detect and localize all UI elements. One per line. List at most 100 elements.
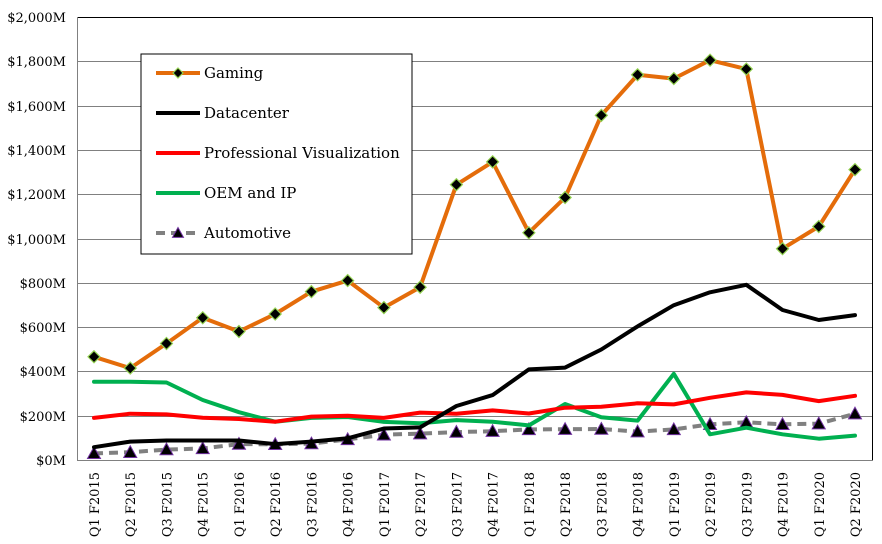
legend-label-professional-visualization: Professional Visualization [204,144,400,162]
legend-label-gaming: Gaming [204,64,264,82]
legend-item-oem-and-ip: OEM and IP [156,184,296,202]
x-tick-label: Q1 F2018 [523,472,538,537]
x-tick-label: Q4 F2019 [777,472,792,537]
x-tick-label: Q2 F2020 [849,472,864,537]
data-point-gaming [811,219,826,234]
series [86,53,863,460]
x-tick-label: Q2 F2015 [124,472,139,537]
x-tick-label: Q4 F2017 [487,472,502,537]
data-point-gaming [522,225,536,240]
x-tick-label: Q2 F2017 [414,472,429,537]
data-point-automotive [557,421,573,435]
y-tick-label: $400M [20,365,66,380]
x-tick-label: Q3 F2019 [740,472,755,537]
data-point-automotive [847,406,863,420]
data-point-automotive [195,440,211,455]
data-point-gaming [630,67,645,82]
data-point-gaming [304,284,319,299]
series-line-professional-visualization [92,390,857,424]
data-point-automotive [630,424,645,438]
series-datacenter [92,282,857,450]
x-tick-label: Q3 F2016 [305,472,320,537]
data-point-automotive [159,442,174,456]
series-professional-visualization [92,390,857,424]
data-point-automotive [376,427,392,441]
y-tick-label: $800M [20,277,66,292]
y-axis-ticks: $0M $200M $400M $600M $800M $1,000M $1,200M $1,… [7,11,66,469]
legend-label-automotive: Automotive [203,224,291,242]
series-automotive [86,406,863,460]
data-point-automotive [811,416,827,430]
x-tick-label: Q2 F2019 [704,472,719,537]
x-axis-ticks: Q1 F2015 Q2 F2015 Q3 F2015 Q4 F2015 Q1 F2016… [88,472,864,537]
data-point-automotive [666,421,682,436]
x-tick-label: Q1 F2016 [233,472,248,537]
data-point-gaming [485,155,500,169]
data-point-gaming [775,241,790,256]
y-tick-label: $1,600M [7,100,66,115]
data-point-gaming [268,307,283,321]
x-tick-label: Q3 F2017 [450,472,465,537]
legend-marker-gaming [172,67,184,79]
x-tick-label: Q1 F2017 [378,472,393,537]
x-tick-label: Q4 F2015 [197,472,212,537]
data-point-gaming [413,280,427,295]
x-tick-label: Q1 F2019 [668,472,683,537]
data-point-automotive [231,436,247,450]
y-tick-label: $1,800M [7,55,66,70]
legend-marker-automotive [171,226,185,238]
y-tick-label: $1,000M [7,233,66,248]
data-point-automotive [521,421,537,436]
data-point-gaming [558,190,572,205]
series-line-automotive [93,411,856,456]
y-tick-label: $600M [20,321,66,336]
data-point-gaming [195,310,210,325]
series-gaming [87,53,862,375]
legend-label-datacenter: Datacenter [204,104,290,122]
y-tick-label: $0M [36,454,66,469]
legend-item-gaming: Gaming [156,64,264,82]
data-point-gaming [87,349,101,364]
x-tick-label: Q2 F2018 [559,472,574,537]
x-tick-label: Q3 F2015 [160,472,175,537]
y-tick-label: $200M [20,410,66,425]
axes [77,17,873,461]
legend-item-professional-visualization: Professional Visualization [156,144,400,162]
data-point-automotive [86,445,102,460]
data-point-gaming [703,53,717,68]
data-point-automotive [485,423,500,437]
data-point-gaming [594,108,609,123]
data-point-gaming [666,71,681,86]
data-point-gaming [159,336,174,351]
data-point-gaming [739,62,754,76]
x-tick-label: Q2 F2016 [269,472,284,537]
series-line-oem-and-ip [92,371,857,441]
data-point-gaming [123,361,138,375]
data-point-automotive [412,426,428,440]
data-point-gaming [340,273,355,288]
data-point-gaming [232,324,246,339]
y-tick-label: $2,000M [7,11,66,26]
data-point-gaming [449,177,464,192]
series-line-gaming [92,58,857,371]
y-tick-label: $1,400M [7,144,66,159]
legend-label-oem-and-ip: OEM and IP [204,184,296,202]
series-line-datacenter [92,282,857,450]
x-tick-label: Q3 F2018 [595,472,610,537]
legend-item-datacenter: Datacenter [156,104,290,122]
data-point-automotive [122,444,138,458]
x-tick-label: Q4 F2016 [342,472,357,537]
data-point-automotive [593,421,609,435]
y-tick-label: $1,200M [7,188,66,203]
series-oem-and-ip [92,371,857,441]
x-tick-label: Q1 F2020 [813,472,828,537]
data-point-gaming [848,162,862,177]
data-point-automotive [449,424,464,438]
x-tick-label: Q1 F2015 [88,472,103,537]
x-tick-label: Q4 F2018 [632,472,647,537]
data-point-automotive [775,416,790,431]
legend-item-automotive: Automotive [156,224,291,242]
legend: Gaming Datacenter Professional Visualizati… [140,53,413,255]
data-point-gaming [377,300,391,315]
